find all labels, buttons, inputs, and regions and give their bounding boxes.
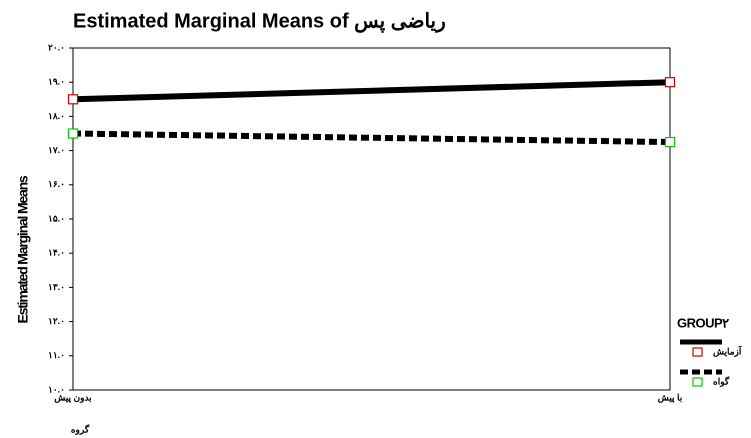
series-line xyxy=(72,130,671,146)
legend-label: آزمایش xyxy=(713,345,743,357)
legend-marker xyxy=(692,377,703,387)
point-marker xyxy=(664,136,676,148)
legend-label: گواه xyxy=(713,375,730,387)
point-marker xyxy=(67,94,79,105)
chart-title: Estimated Marginal Means of ریاضی پس xyxy=(73,10,446,33)
y-tick-label: ۱۸.۰ xyxy=(48,111,65,121)
y-tick-label: ۱۷.۰ xyxy=(48,145,65,155)
point-marker xyxy=(67,128,79,139)
legend-marker xyxy=(692,347,703,357)
y-tick-label: ۱۹.۰ xyxy=(48,77,65,87)
y-tick-label: ۱۱.۰ xyxy=(48,350,65,360)
y-tick-label: ۲۰.۰ xyxy=(48,42,65,52)
y-tick-label: ۱۰.۰ xyxy=(48,384,65,394)
legend-title: GROUP۲ xyxy=(677,315,729,330)
y-tick-label: ۱۲.۰ xyxy=(48,316,65,326)
y-tick-label: ۱۵.۰ xyxy=(48,213,65,223)
point-marker xyxy=(664,77,676,88)
x-tick-label: با پیش xyxy=(658,392,682,403)
series-line xyxy=(72,79,671,103)
x-axis-label: گروه xyxy=(71,423,90,435)
y-tick-label: ۱۳.۰ xyxy=(48,282,65,292)
x-tick-label: بدون پیش xyxy=(54,392,91,403)
y-tick-label: ۱۶.۰ xyxy=(48,179,65,189)
y-axis-label: Estimated Marginal Means xyxy=(15,175,31,323)
y-tick-label: ۱۴.۰ xyxy=(48,248,65,258)
